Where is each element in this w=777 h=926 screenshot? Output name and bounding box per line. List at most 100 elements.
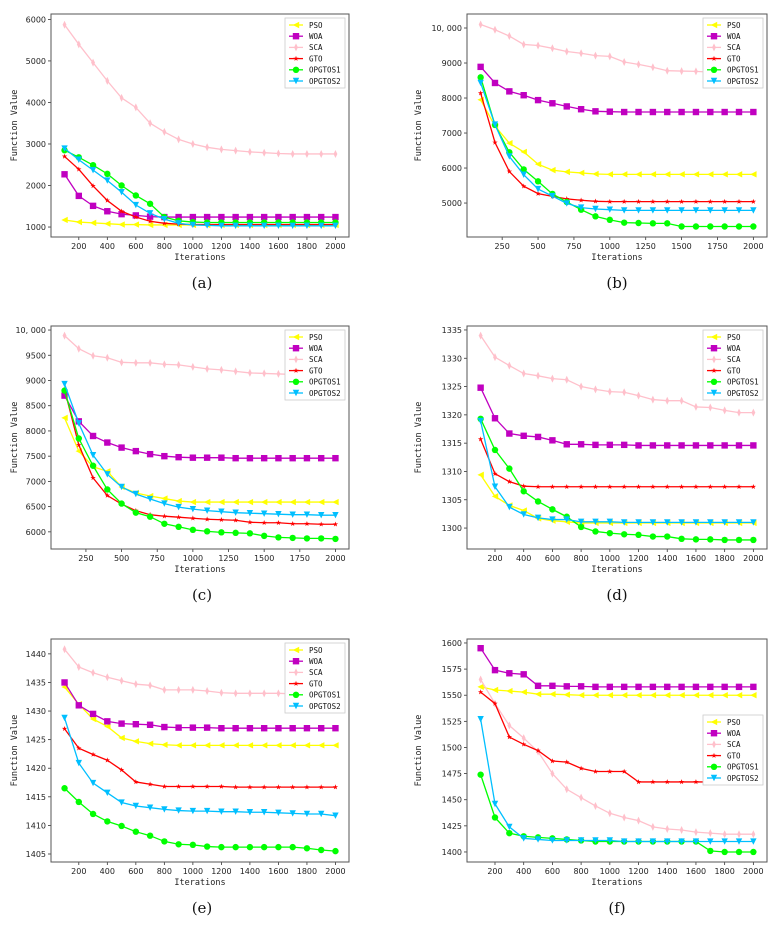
data-point-gto bbox=[76, 442, 82, 448]
data-point-sca bbox=[62, 20, 67, 29]
data-point-sca bbox=[536, 371, 540, 380]
data-point-opgtos1 bbox=[104, 486, 111, 493]
data-point-opgtos2 bbox=[189, 505, 197, 513]
legend-label-gto: GTO bbox=[309, 366, 323, 375]
data-point-gto bbox=[218, 783, 225, 789]
data-point-gto bbox=[477, 689, 484, 695]
data-point-opgtos2 bbox=[161, 215, 168, 223]
data-point-sca bbox=[679, 67, 684, 76]
data-point-gto bbox=[664, 779, 670, 785]
data-point-sca bbox=[91, 58, 95, 67]
data-point-opgtos2 bbox=[332, 812, 339, 819]
data-point-opgtos1 bbox=[161, 838, 168, 845]
data-point-gto bbox=[564, 759, 570, 765]
data-point-opgtos2 bbox=[577, 837, 585, 844]
data-point-sca bbox=[190, 139, 195, 148]
data-point-opgtos2 bbox=[146, 804, 154, 811]
data-point-opgtos2 bbox=[260, 222, 268, 229]
data-point-sca bbox=[507, 361, 512, 370]
series-pso bbox=[61, 683, 339, 749]
legend-marker-gto bbox=[293, 367, 299, 373]
y-tick-label: 1300 bbox=[442, 524, 462, 533]
data-point-woa bbox=[246, 725, 254, 732]
legend-marker-sca bbox=[712, 740, 716, 749]
x-tick-label: 1750 bbox=[707, 242, 727, 251]
data-point-gto bbox=[693, 483, 699, 490]
data-point-pso bbox=[721, 171, 728, 178]
data-point-opgtos2 bbox=[620, 207, 628, 214]
data-point-opgtos2 bbox=[606, 837, 614, 844]
data-point-gto bbox=[332, 521, 339, 527]
data-point-opgtos1 bbox=[750, 848, 757, 856]
data-point-woa bbox=[649, 108, 657, 116]
data-point-woa bbox=[692, 442, 700, 449]
data-point-gto bbox=[118, 208, 125, 214]
data-point-sca bbox=[62, 331, 67, 340]
data-point-gto bbox=[521, 741, 527, 747]
data-point-opgtos2 bbox=[175, 807, 182, 814]
x-axis-label: Iterations bbox=[591, 565, 642, 575]
y-tick-label: 1430 bbox=[26, 707, 46, 716]
data-point-opgtos1 bbox=[635, 219, 642, 227]
data-point-woa bbox=[506, 670, 513, 677]
data-point-pso bbox=[246, 742, 254, 749]
data-point-pso bbox=[132, 738, 140, 745]
data-point-sca bbox=[119, 676, 124, 685]
x-tick-label: 800 bbox=[157, 242, 172, 251]
x-tick-label: 200 bbox=[71, 242, 86, 251]
legend-label-woa: WOA bbox=[309, 657, 323, 666]
data-point-gto bbox=[535, 190, 541, 196]
legend-marker-woa bbox=[292, 33, 300, 40]
data-point-sca bbox=[665, 824, 670, 833]
data-point-gto bbox=[190, 783, 196, 789]
data-point-opgtos2 bbox=[649, 519, 657, 526]
legend-marker-pso bbox=[292, 646, 300, 654]
y-tick-label: 1435 bbox=[26, 678, 46, 687]
legend-marker-gto bbox=[711, 367, 717, 373]
x-tick-label: 1800 bbox=[297, 242, 317, 251]
data-point-pso bbox=[175, 497, 182, 505]
panel-caption: (d) bbox=[606, 586, 627, 604]
data-point-sca bbox=[607, 387, 612, 396]
data-point-sca bbox=[650, 63, 655, 72]
y-tick-label: 1315 bbox=[442, 439, 462, 448]
chart-panel-b: 250 500 750 1000 1250 1500 1750 2000 5000 6000 700… bbox=[390, 0, 777, 300]
data-point-woa bbox=[678, 108, 685, 116]
data-point-pso bbox=[750, 692, 757, 699]
data-point-opgtos2 bbox=[707, 207, 714, 214]
data-point-sca bbox=[276, 689, 281, 698]
data-point-gto bbox=[564, 483, 570, 490]
data-point-pso bbox=[118, 734, 125, 742]
x-axis-label: Iterations bbox=[174, 253, 225, 263]
data-point-opgtos1 bbox=[175, 523, 182, 531]
x-tick-label: 400 bbox=[100, 242, 115, 251]
data-point-sca bbox=[76, 40, 81, 49]
data-point-sca bbox=[564, 375, 569, 384]
data-point-opgtos1 bbox=[664, 220, 671, 227]
data-point-opgtos1 bbox=[146, 200, 154, 207]
legend-label-pso: PSO bbox=[727, 718, 741, 727]
data-point-woa bbox=[146, 721, 154, 728]
data-point-gto bbox=[76, 745, 82, 751]
data-point-sca bbox=[694, 828, 698, 837]
data-point-gto bbox=[506, 168, 513, 174]
data-point-pso bbox=[520, 688, 527, 696]
data-point-woa bbox=[592, 108, 599, 115]
data-point-woa bbox=[175, 724, 182, 731]
data-point-sca bbox=[247, 368, 252, 377]
data-point-opgtos2 bbox=[635, 207, 642, 214]
data-point-woa bbox=[635, 442, 642, 449]
x-tick-label: 1200 bbox=[211, 867, 231, 876]
legend-label-woa: WOA bbox=[727, 344, 741, 353]
series-opgtos1 bbox=[477, 415, 757, 544]
panel-caption: (f) bbox=[608, 899, 625, 917]
data-point-woa bbox=[246, 454, 254, 462]
data-point-opgtos2 bbox=[520, 511, 527, 518]
data-point-opgtos1 bbox=[146, 513, 154, 520]
data-point-pso bbox=[750, 171, 757, 178]
data-point-opgtos1 bbox=[592, 213, 599, 220]
y-tick-label: 6000 bbox=[442, 164, 462, 173]
data-point-sca bbox=[550, 769, 555, 778]
x-axis-label: Iterations bbox=[174, 878, 225, 888]
data-point-opgtos1 bbox=[332, 847, 339, 855]
